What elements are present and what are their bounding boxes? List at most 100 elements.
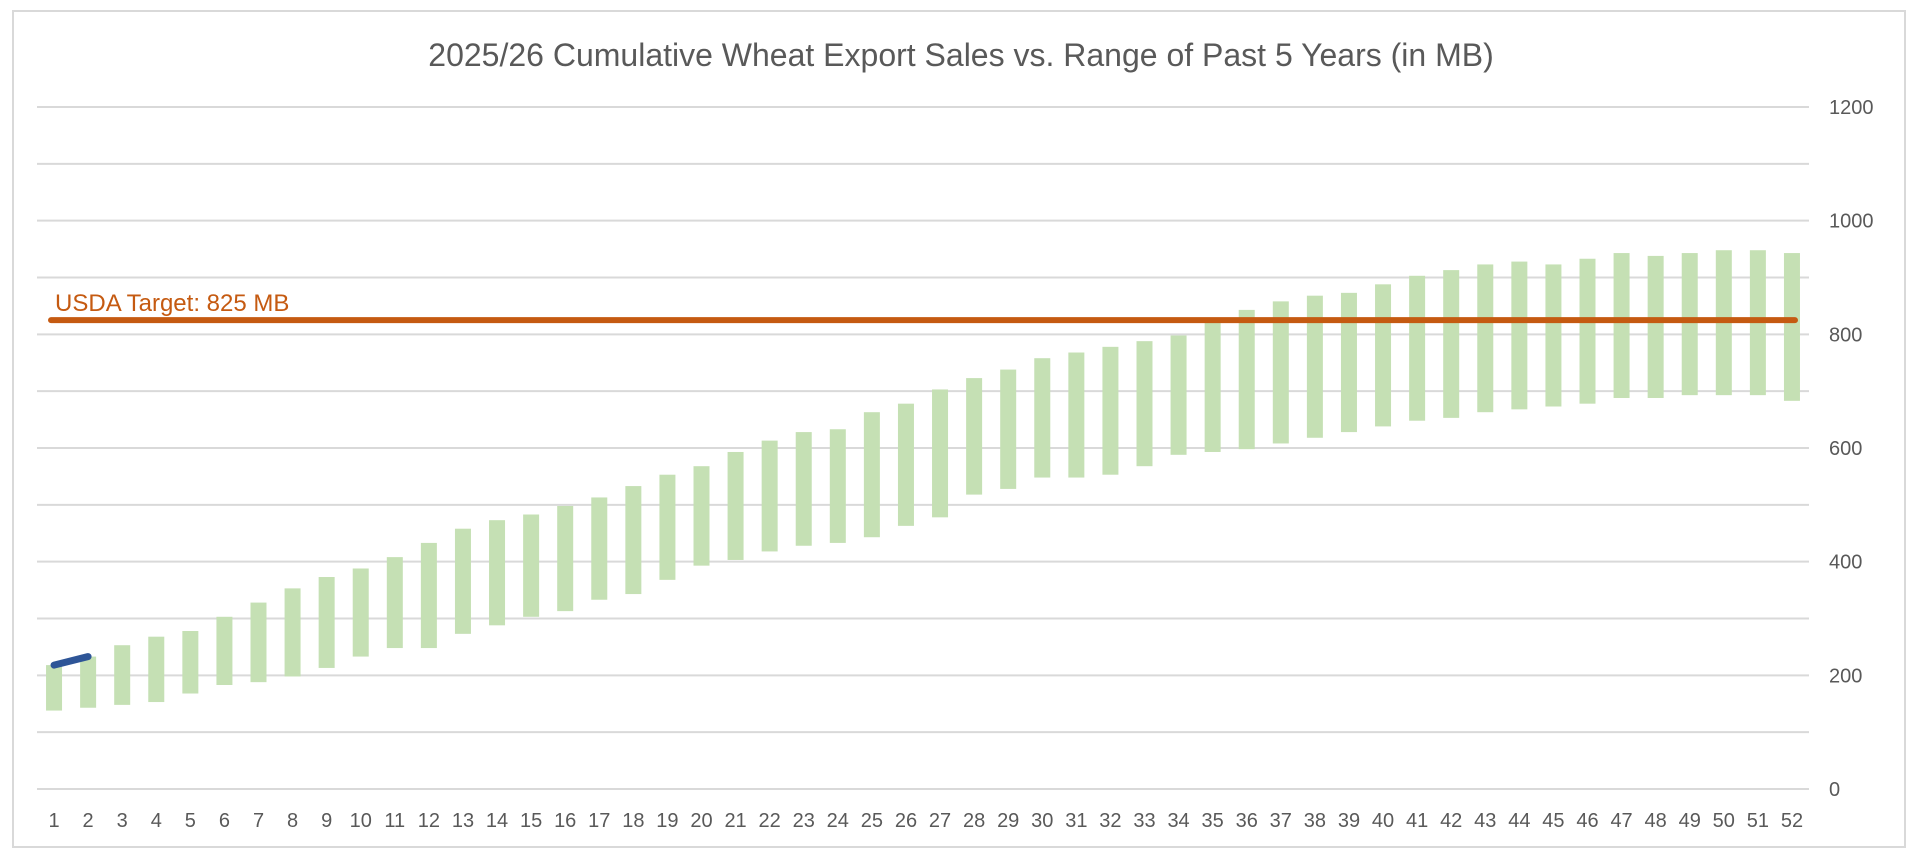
chart-title: 2025/26 Cumulative Wheat Export Sales vs… xyxy=(428,37,1493,73)
range-bar xyxy=(1783,253,1800,401)
range-bar xyxy=(114,645,131,705)
range-bar xyxy=(454,528,471,634)
current-year-line xyxy=(50,653,92,669)
x-tick-label: 29 xyxy=(997,810,1019,832)
x-tick-label: 1 xyxy=(48,810,59,832)
range-bar xyxy=(727,451,744,560)
range-bar xyxy=(489,520,506,626)
chart-frame: 2025/26 Cumulative Wheat Export Sales vs… xyxy=(12,10,1906,848)
x-tick-label: 8 xyxy=(287,810,298,832)
range-bar xyxy=(1238,309,1255,450)
range-bar xyxy=(1136,341,1153,467)
y-tick-label: 1200 xyxy=(1829,97,1874,119)
x-tick-label: 6 xyxy=(219,810,230,832)
range-bar xyxy=(80,656,97,708)
range-bar xyxy=(1102,346,1119,475)
range-bar xyxy=(250,602,267,683)
x-tick-label: 52 xyxy=(1781,810,1803,832)
y-axis-ticks: 0 200 400 600 800 1000 1200 xyxy=(1829,97,1874,801)
x-tick-label: 37 xyxy=(1270,810,1292,832)
x-tick-label: 14 xyxy=(486,810,508,832)
x-tick-label: 25 xyxy=(861,810,883,832)
x-tick-label: 49 xyxy=(1679,810,1701,832)
x-tick-label: 23 xyxy=(793,810,815,832)
range-bar xyxy=(1306,295,1323,438)
x-tick-label: 24 xyxy=(827,810,849,832)
x-tick-label: 3 xyxy=(117,810,128,832)
x-tick-label: 34 xyxy=(1167,810,1189,832)
range-bar xyxy=(386,557,403,649)
range-bar xyxy=(1511,261,1528,410)
range-bar xyxy=(863,412,880,538)
range-bar xyxy=(557,505,574,612)
chart-svg: 2025/26 Cumulative Wheat Export Sales vs… xyxy=(37,37,1874,832)
x-tick-label: 36 xyxy=(1236,810,1258,832)
x-tick-label: 32 xyxy=(1099,810,1121,832)
x-tick-label: 31 xyxy=(1065,810,1087,832)
range-bar xyxy=(829,429,846,543)
range-bar xyxy=(1034,358,1051,478)
x-tick-label: 51 xyxy=(1747,810,1769,832)
range-bar xyxy=(1545,264,1562,407)
range-bar xyxy=(1681,253,1698,396)
x-tick-label: 42 xyxy=(1440,810,1462,832)
x-tick-label: 16 xyxy=(554,810,576,832)
x-tick-label: 48 xyxy=(1645,810,1667,832)
range-bar xyxy=(1579,258,1596,404)
range-bar xyxy=(1375,284,1392,427)
x-tick-label: 33 xyxy=(1133,810,1155,832)
x-tick-label: 27 xyxy=(929,810,951,832)
range-bar xyxy=(352,568,369,657)
current-year-series xyxy=(50,653,92,669)
x-tick-label: 20 xyxy=(690,810,712,832)
range-bar xyxy=(932,389,949,518)
range-bar xyxy=(318,577,335,668)
y-tick-label: 0 xyxy=(1829,779,1840,801)
x-tick-label: 10 xyxy=(350,810,372,832)
range-bar xyxy=(591,497,608,600)
range-bar xyxy=(523,514,540,617)
y-tick-label: 1000 xyxy=(1829,211,1874,233)
y-tick-label: 600 xyxy=(1829,438,1862,460)
x-axis-ticks: 1 2 3 4 5 6 7 8 9 10 11 12 13 14 15 16 17 18 19 20 21 22 23 24 2… xyxy=(48,810,1803,832)
range-bar xyxy=(659,474,676,580)
range-bar xyxy=(1340,292,1357,433)
x-tick-label: 45 xyxy=(1542,810,1564,832)
x-tick-label: 41 xyxy=(1406,810,1428,832)
x-tick-label: 18 xyxy=(622,810,644,832)
y-tick-label: 800 xyxy=(1829,324,1862,346)
range-bar xyxy=(284,588,301,677)
range-bar xyxy=(1204,321,1221,452)
x-tick-label: 11 xyxy=(384,810,405,832)
range-bar xyxy=(420,542,437,649)
range-bar xyxy=(1613,253,1630,398)
range-bar xyxy=(148,636,165,703)
x-tick-label: 15 xyxy=(520,810,542,832)
x-tick-label: 17 xyxy=(588,810,610,832)
range-bar xyxy=(966,378,983,495)
x-tick-label: 46 xyxy=(1576,810,1598,832)
x-tick-label: 4 xyxy=(151,810,162,832)
range-bar xyxy=(693,466,710,566)
range-bar xyxy=(625,486,642,595)
range-bar xyxy=(761,440,778,552)
x-tick-label: 28 xyxy=(963,810,985,832)
x-tick-label: 40 xyxy=(1372,810,1394,832)
x-tick-label: 30 xyxy=(1031,810,1053,832)
x-tick-label: 2 xyxy=(83,810,94,832)
x-tick-label: 47 xyxy=(1610,810,1632,832)
range-bar xyxy=(1272,301,1289,444)
x-tick-label: 9 xyxy=(321,810,332,832)
usda-target: USDA Target: 825 MB xyxy=(48,290,1798,324)
x-tick-label: 39 xyxy=(1338,810,1360,832)
range-bar xyxy=(1409,275,1426,421)
x-tick-label: 44 xyxy=(1508,810,1530,832)
x-tick-label: 50 xyxy=(1713,810,1735,832)
x-tick-label: 19 xyxy=(656,810,678,832)
range-bar xyxy=(216,616,233,685)
range-bar xyxy=(1000,369,1017,489)
range-bar xyxy=(795,432,812,546)
range-bar xyxy=(1443,270,1460,418)
x-tick-label: 7 xyxy=(253,810,264,832)
range-bar xyxy=(1477,264,1494,413)
